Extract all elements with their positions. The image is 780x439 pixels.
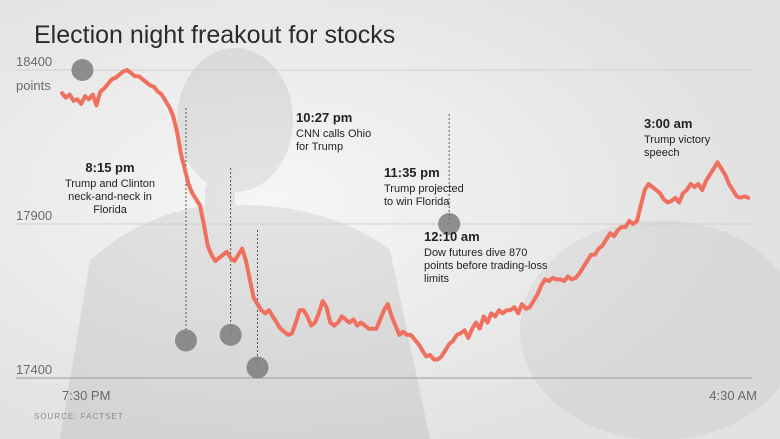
annotation-marker [219,323,242,346]
y-tick-label: 17400 [16,362,52,377]
source-label: SOURCE: FACTSET [34,412,124,421]
annotation-text: Trump and Clinton [65,178,155,190]
annotation-text: to win Florida [384,196,450,208]
annotation-marker [174,329,197,352]
series-line [60,68,751,362]
annotation-time: 11:35 pm [384,165,440,180]
annotation-time: 12:10 am [424,229,480,244]
annotation-text: points before trading-loss [424,260,548,272]
y-axis: 18400 17900 17400 [16,54,52,377]
annotation-text: limits [424,273,450,285]
annotation-text: Trump projected [384,183,464,195]
chart-title: Election night freakout for stocks [34,21,395,49]
annotation-text: speech [644,147,679,159]
annotation-marker [71,59,94,81]
annotation-leader-lines [185,108,450,368]
y-axis-unit-label: points [16,78,51,93]
annotation-text: for Trump [296,141,343,153]
annotation-marker [438,213,461,235]
annotation-text: CNN calls Ohio [296,128,371,140]
annotation-time: 8:15 pm [85,160,134,175]
x-tick-label: 4:30 AM [709,388,757,403]
annotation-text: Dow futures dive 870 [424,247,527,259]
annotation-text: Florida [93,204,128,216]
annotation-time: 3:00 am [644,116,692,131]
y-tick-label: 18400 [16,54,52,69]
annotation-marker [246,356,269,379]
annotation-markers [71,59,461,379]
annotation-text: Trump victory [644,134,711,146]
annotation-text: neck-and-neck in [68,191,152,203]
x-axis: 7:30 PM 4:30 AM [62,388,757,403]
x-tick-label: 7:30 PM [62,388,110,403]
background-figure [60,48,780,439]
annotation-time: 10:27 pm [296,110,352,125]
y-tick-label: 17900 [16,208,52,223]
